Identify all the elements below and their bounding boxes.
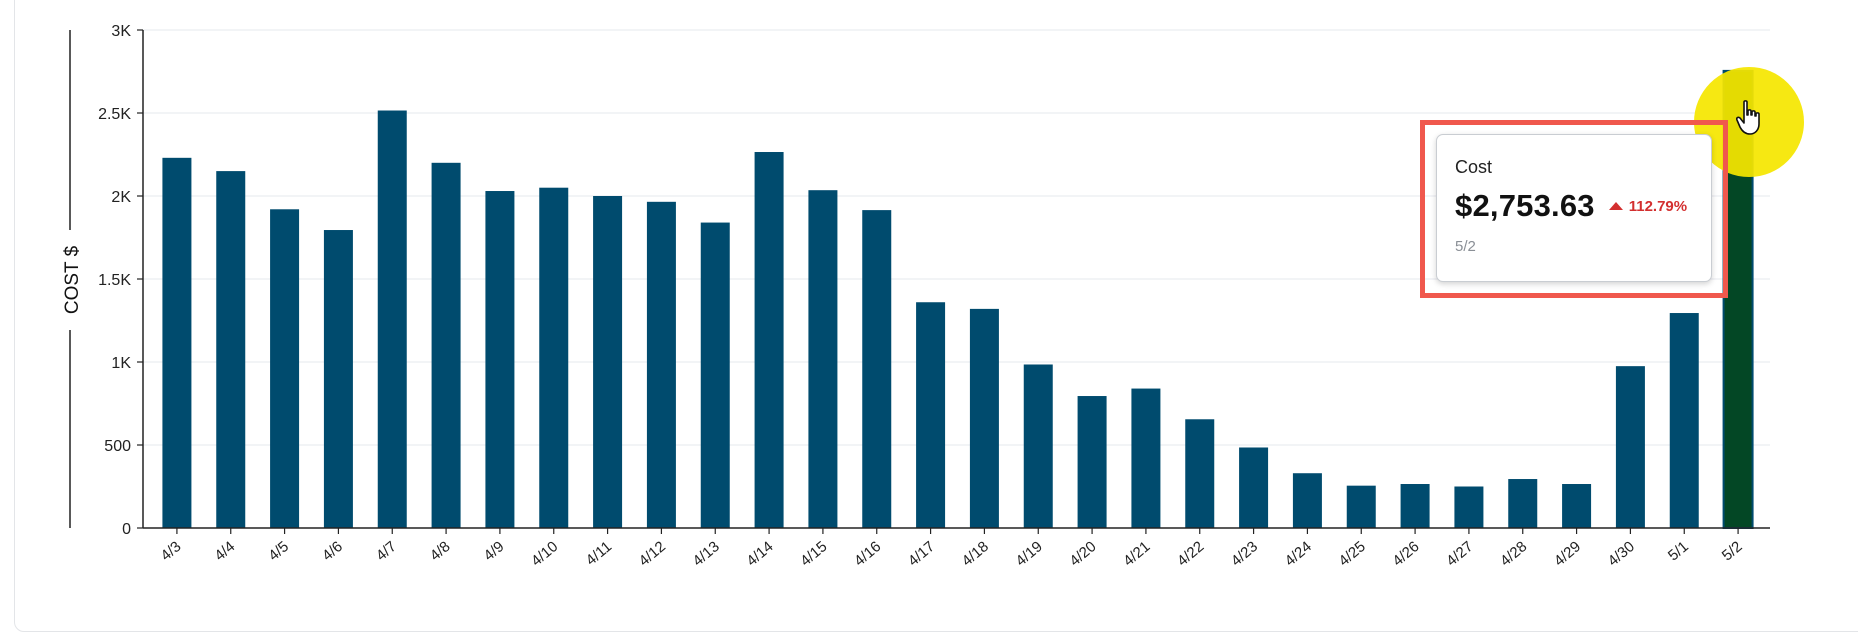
y-tick-label: 0	[122, 521, 131, 538]
bar-4-9[interactable]	[485, 191, 515, 528]
tooltip: Cost $2,753.63 112.79% 5/2	[1436, 134, 1712, 282]
bar-4-14[interactable]	[754, 152, 784, 528]
bar-4-19[interactable]	[1023, 364, 1053, 528]
bar-4-7[interactable]	[377, 110, 407, 528]
y-tick-label: 3K	[111, 23, 131, 40]
bar-4-23[interactable]	[1239, 447, 1269, 528]
x-axis-ticks: 4/3 4/4 4/5 4/6 4/7 4/8 4/9 4/10 4/11 4/12 4/13 4/1…	[158, 528, 1746, 570]
bar-4-30[interactable]	[1615, 366, 1645, 528]
bar-4-10[interactable]	[539, 187, 569, 528]
bar-4-28[interactable]	[1508, 479, 1538, 528]
x-tick-label: 4/10	[528, 538, 561, 570]
x-tick-label: 5/2	[1719, 538, 1746, 564]
x-tick-label: 4/27	[1443, 538, 1476, 570]
bar-4-25[interactable]	[1346, 485, 1376, 528]
x-tick-label: 4/12	[636, 538, 669, 570]
bar-4-13[interactable]	[700, 222, 730, 528]
bar-4-18[interactable]	[969, 308, 999, 528]
x-tick-label: 4/16	[851, 538, 884, 570]
bar-4-29[interactable]	[1562, 484, 1592, 528]
y-axis-label: COST $	[62, 245, 83, 314]
x-tick-label: 4/14	[743, 538, 776, 570]
x-tick-label: 4/26	[1389, 538, 1422, 570]
x-tick-label: 4/11	[583, 538, 615, 569]
bar-4-3[interactable]	[162, 157, 192, 528]
y-tick-label: 1.5K	[98, 272, 131, 289]
x-tick-label: 4/5	[265, 538, 292, 564]
x-tick-label: 4/21	[1120, 538, 1153, 570]
x-tick-label: 5/1	[1665, 538, 1692, 564]
triangle-up-icon	[1608, 202, 1623, 210]
bar-4-26[interactable]	[1400, 484, 1430, 528]
tooltip-change-value: 112.79%	[1628, 197, 1688, 215]
x-tick-label: 4/20	[1066, 538, 1099, 570]
bar-4-12[interactable]	[646, 201, 676, 528]
hand-pointer-icon	[1736, 100, 1760, 135]
x-tick-label: 4/25	[1336, 538, 1369, 570]
bar-4-24[interactable]	[1292, 473, 1322, 528]
x-tick-label: 4/19	[1013, 538, 1046, 570]
y-tick-label: 2.5K	[98, 106, 131, 123]
x-tick-label: 4/8	[427, 538, 454, 564]
x-tick-label: 4/23	[1228, 538, 1261, 570]
x-tick-label: 4/4	[211, 538, 238, 564]
bar-4-5[interactable]	[270, 209, 300, 528]
bar-4-6[interactable]	[323, 230, 353, 528]
tooltip-value: $2,753.63	[1455, 188, 1595, 223]
tooltip-date: 5/2	[1455, 238, 1476, 255]
y-axis-ticks: 0 500 1K 1.5K 2K 2.5K 3K	[98, 23, 143, 538]
bar-5-1[interactable]	[1669, 313, 1699, 528]
x-tick-label: 4/29	[1551, 538, 1584, 570]
tooltip-label: Cost	[1455, 157, 1493, 177]
x-tick-label: 4/17	[905, 538, 938, 570]
bar-4-11[interactable]	[593, 196, 623, 528]
bar-4-22[interactable]	[1185, 419, 1215, 528]
x-tick-label: 4/22	[1174, 538, 1207, 570]
tooltip-change: 112.79%	[1608, 197, 1688, 215]
bar-4-27[interactable]	[1454, 486, 1484, 529]
bar-4-8[interactable]	[431, 162, 461, 529]
x-tick-label: 4/13	[690, 538, 723, 570]
x-tick-label: 4/6	[319, 538, 346, 564]
bar-4-20[interactable]	[1077, 396, 1107, 528]
x-tick-label: 4/3	[158, 538, 185, 564]
bar-4-15[interactable]	[808, 190, 838, 528]
bar-4-16[interactable]	[862, 210, 892, 529]
x-tick-label: 4/18	[959, 538, 992, 570]
x-tick-label: 4/30	[1605, 538, 1638, 570]
x-tick-label: 4/28	[1497, 538, 1530, 570]
bar-4-4[interactable]	[216, 171, 246, 528]
bar-4-17[interactable]	[916, 302, 946, 528]
x-tick-label: 4/24	[1282, 538, 1315, 570]
x-tick-label: 4/7	[373, 538, 400, 564]
tooltip-value-row: $2,753.63 112.79%	[1455, 188, 1693, 224]
tooltip-highlight-box	[1420, 120, 1728, 298]
bar-4-21[interactable]	[1131, 388, 1161, 528]
x-tick-label: 4/15	[797, 538, 830, 570]
y-tick-label: 1K	[111, 355, 131, 372]
x-tick-label: 4/9	[481, 538, 508, 564]
bars	[162, 69, 1754, 529]
y-axis-label-group: COST $	[62, 30, 83, 528]
y-tick-label: 2K	[111, 189, 131, 206]
y-tick-label: 500	[104, 438, 131, 455]
